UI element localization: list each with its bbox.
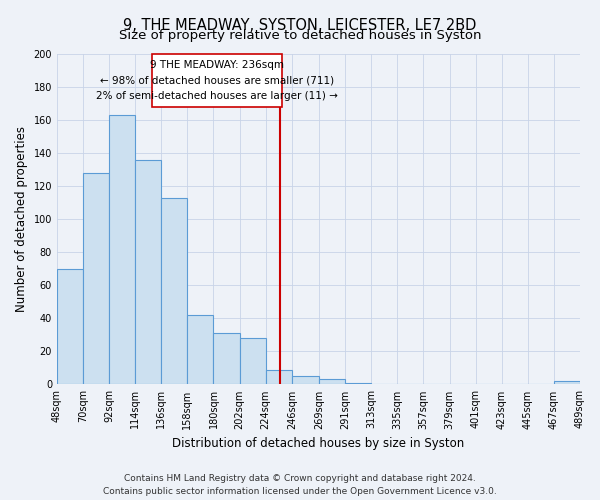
Bar (266, 370, 292, 384)
Text: 9 THE MEADWAY: 236sqm
← 98% of detached houses are smaller (711)
2% of semi-deta: 9 THE MEADWAY: 236sqm ← 98% of detached … (96, 60, 338, 101)
Bar (554, 381, 580, 384)
Bar (83, 173, 109, 384)
Bar (109, 115, 135, 384)
X-axis label: Distribution of detached houses by size in Syston: Distribution of detached houses by size … (172, 437, 464, 450)
Bar (319, 380, 345, 384)
Bar (214, 333, 239, 384)
Text: Size of property relative to detached houses in Syston: Size of property relative to detached ho… (119, 29, 481, 42)
Bar (292, 376, 319, 384)
Text: Contains HM Land Registry data © Crown copyright and database right 2024.
Contai: Contains HM Land Registry data © Crown c… (103, 474, 497, 496)
Bar (161, 198, 187, 384)
Text: 9, THE MEADWAY, SYSTON, LEICESTER, LE7 2BD: 9, THE MEADWAY, SYSTON, LEICESTER, LE7 2… (124, 18, 476, 32)
Bar (57, 269, 83, 384)
Bar (345, 383, 371, 384)
Y-axis label: Number of detached properties: Number of detached properties (15, 126, 28, 312)
Bar (135, 160, 161, 384)
FancyBboxPatch shape (152, 54, 282, 107)
Bar (239, 338, 266, 384)
Bar (187, 315, 214, 384)
